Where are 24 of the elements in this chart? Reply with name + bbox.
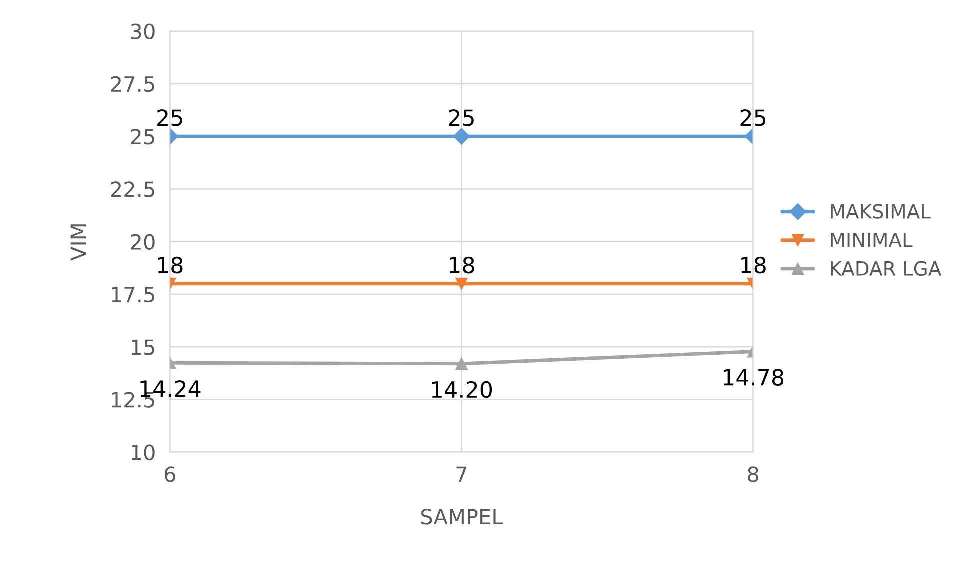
data-label: 18 [158,256,183,274]
data-label: 25 [449,110,474,126]
legend-label: MINIMAL [831,233,913,248]
y-tick-label: 22.5 [111,182,154,198]
data-label: 14.20 [432,381,492,398]
y-tick-label: 10 [132,444,155,461]
y-axis-title: VIM [70,224,86,261]
legend-label: MAKSIMAL [831,204,931,219]
data-label: 14.78 [724,369,784,386]
y-tick-label: 20 [131,234,155,250]
x-tick-label: 7 [456,466,467,482]
data-label: 25 [740,110,766,126]
data-label: 25 [158,110,182,126]
y-tick-label: 25 [131,129,154,145]
data-label: 18 [742,256,766,274]
y-tick-label: 27.5 [111,76,154,92]
x-axis-title: SAMPEL [421,508,504,525]
x-tick-label: 8 [748,466,758,482]
y-tick-label: 30 [131,24,155,40]
legend-label: KADAR LGA [831,261,942,276]
x-tick-label: 6 [164,466,176,482]
y-tick-label: 15 [132,340,154,356]
y-tick-label: 17.5 [112,287,154,303]
data-label: 18 [450,256,474,274]
